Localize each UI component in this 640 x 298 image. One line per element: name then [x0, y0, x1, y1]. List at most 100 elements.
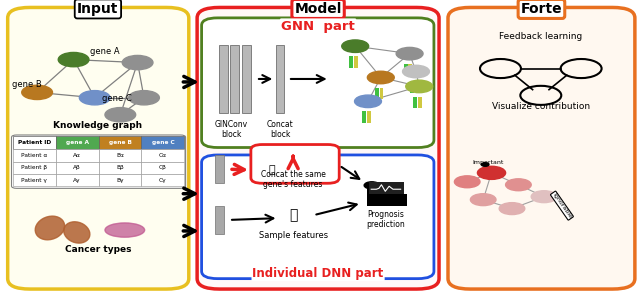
- Text: 🚶: 🚶: [289, 208, 298, 222]
- Text: Aγ: Aγ: [74, 178, 81, 183]
- Bar: [99, 162, 141, 174]
- Text: Input: Input: [77, 2, 118, 16]
- Circle shape: [477, 166, 506, 179]
- Text: gene A: gene A: [66, 140, 88, 145]
- Bar: [413, 97, 417, 108]
- Bar: [56, 162, 99, 174]
- Circle shape: [342, 40, 369, 52]
- Circle shape: [479, 167, 504, 179]
- Bar: [230, 45, 239, 113]
- Bar: [56, 149, 99, 162]
- Bar: [418, 97, 422, 108]
- Text: 🧬: 🧬: [269, 165, 275, 175]
- Bar: [354, 56, 358, 68]
- Bar: [375, 88, 379, 99]
- Text: gene B: gene B: [109, 140, 131, 145]
- Circle shape: [531, 191, 557, 203]
- FancyBboxPatch shape: [197, 7, 439, 289]
- FancyBboxPatch shape: [448, 7, 635, 289]
- Text: gene A: gene A: [90, 47, 119, 56]
- Text: Patient ID: Patient ID: [18, 140, 51, 145]
- Bar: [367, 111, 371, 123]
- Text: gene C: gene C: [102, 94, 132, 103]
- Bar: [415, 82, 419, 93]
- Circle shape: [22, 85, 52, 100]
- FancyBboxPatch shape: [8, 7, 189, 289]
- Bar: [242, 45, 251, 113]
- Text: Bα: Bα: [116, 153, 124, 158]
- FancyBboxPatch shape: [12, 135, 186, 188]
- Text: gene C: gene C: [152, 140, 174, 145]
- Text: Concat
block: Concat block: [267, 120, 294, 139]
- Text: Model: Model: [294, 2, 342, 16]
- Ellipse shape: [105, 223, 145, 237]
- FancyBboxPatch shape: [202, 155, 434, 279]
- Text: Patient β: Patient β: [21, 165, 47, 170]
- Text: Important: Important: [472, 160, 504, 165]
- Bar: [369, 182, 404, 194]
- Bar: [99, 174, 141, 187]
- Bar: [99, 149, 141, 162]
- Text: Sample features: Sample features: [259, 231, 328, 240]
- Text: Forte: Forte: [520, 2, 563, 16]
- Circle shape: [79, 91, 110, 105]
- Circle shape: [105, 108, 136, 122]
- Bar: [349, 56, 353, 68]
- Ellipse shape: [64, 222, 90, 243]
- Bar: [367, 194, 407, 206]
- FancyBboxPatch shape: [202, 18, 434, 148]
- Bar: [362, 111, 366, 123]
- Circle shape: [403, 65, 429, 78]
- Text: Cγ: Cγ: [159, 178, 166, 183]
- Circle shape: [364, 182, 380, 189]
- Bar: [141, 136, 184, 149]
- Circle shape: [58, 52, 89, 67]
- Bar: [410, 82, 414, 93]
- Text: Knowledge graph: Knowledge graph: [53, 121, 143, 130]
- FancyBboxPatch shape: [251, 145, 339, 183]
- Bar: [13, 174, 56, 187]
- Text: GINConv
block: GINConv block: [215, 120, 248, 139]
- Text: Cancer types: Cancer types: [65, 245, 131, 254]
- Bar: [56, 136, 99, 149]
- Bar: [215, 206, 224, 234]
- Circle shape: [481, 163, 489, 166]
- Text: Ignorable: Ignorable: [551, 192, 573, 219]
- Bar: [404, 64, 408, 75]
- Text: Cβ: Cβ: [159, 165, 167, 170]
- Bar: [141, 174, 184, 187]
- Text: Patient γ: Patient γ: [21, 178, 47, 183]
- Text: Aα: Aα: [73, 153, 81, 158]
- Text: Cα: Cα: [159, 153, 167, 158]
- Text: Visualize contribution: Visualize contribution: [492, 102, 590, 111]
- Text: gene B: gene B: [12, 80, 41, 89]
- Circle shape: [122, 55, 153, 70]
- Bar: [141, 162, 184, 174]
- Text: Prognosis
prediction: Prognosis prediction: [367, 210, 405, 229]
- Text: Bβ: Bβ: [116, 165, 124, 170]
- Circle shape: [470, 194, 496, 206]
- Circle shape: [499, 203, 525, 215]
- Bar: [380, 88, 383, 99]
- Bar: [141, 149, 184, 162]
- Text: GNN  part: GNN part: [281, 20, 355, 33]
- Bar: [13, 136, 56, 149]
- Circle shape: [367, 71, 394, 84]
- Text: Individual DNN part: Individual DNN part: [252, 267, 384, 280]
- Ellipse shape: [35, 216, 65, 240]
- Text: Concat the same
gene's features: Concat the same gene's features: [260, 170, 326, 189]
- Text: Aβ: Aβ: [73, 165, 81, 170]
- Circle shape: [396, 47, 423, 60]
- Bar: [13, 162, 56, 174]
- Bar: [408, 64, 412, 75]
- Circle shape: [355, 95, 381, 108]
- Text: Feedback learning: Feedback learning: [499, 32, 582, 41]
- Text: Patient α: Patient α: [21, 153, 47, 158]
- Bar: [219, 45, 228, 113]
- Bar: [13, 149, 56, 162]
- Circle shape: [506, 179, 531, 191]
- Bar: [56, 174, 99, 187]
- Bar: [367, 188, 380, 194]
- Circle shape: [129, 91, 159, 105]
- Circle shape: [454, 176, 480, 188]
